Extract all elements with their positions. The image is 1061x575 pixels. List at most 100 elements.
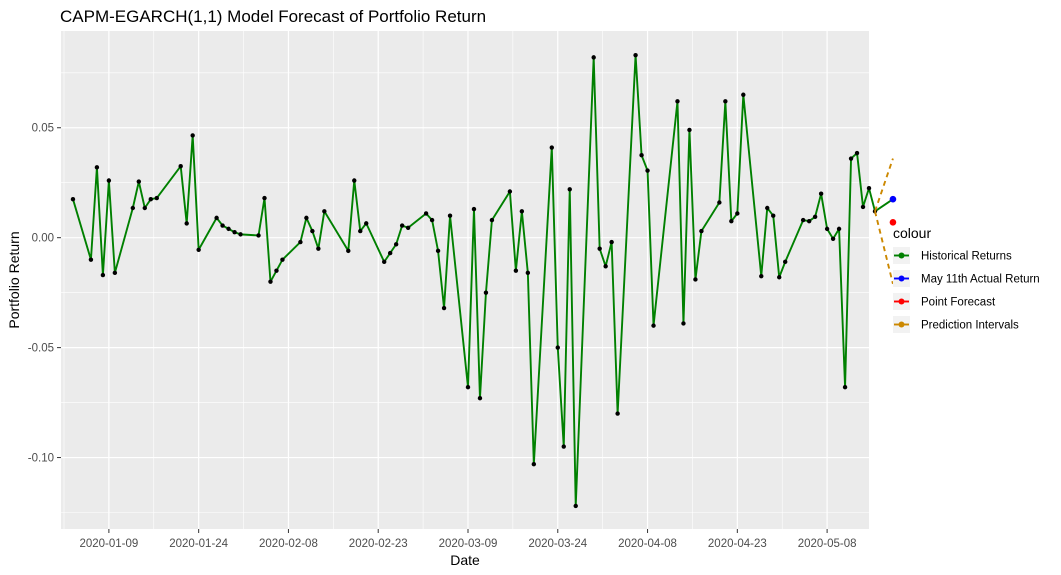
historical-return-point xyxy=(687,127,692,133)
historical-return-point xyxy=(268,279,273,284)
historical-return-point xyxy=(549,145,554,150)
x-tick-label: 2020-03-24 xyxy=(528,538,587,550)
historical-return-point xyxy=(352,178,357,183)
historical-return-point xyxy=(597,246,602,251)
historical-return-point xyxy=(651,323,656,328)
series-layer xyxy=(70,52,897,509)
historical-return-point xyxy=(154,195,159,201)
historical-return-point xyxy=(800,217,806,223)
historical-return-point xyxy=(639,153,644,158)
historical-return-point xyxy=(783,259,788,265)
historical-return-point xyxy=(591,55,596,60)
historical-return-point xyxy=(507,189,513,194)
historical-return-point xyxy=(70,196,76,202)
x-tick-label: 2020-04-23 xyxy=(708,538,767,550)
historical-return-point xyxy=(777,275,782,280)
x-tick-label: 2020-01-09 xyxy=(79,538,138,550)
historical-return-point xyxy=(435,248,441,254)
historical-return-point xyxy=(423,211,429,216)
historical-return-point xyxy=(567,187,572,192)
historical-return-point xyxy=(723,99,728,104)
grid-major xyxy=(61,31,869,529)
historical-return-point xyxy=(322,209,327,214)
historical-return-point xyxy=(836,226,842,232)
historical-return-point xyxy=(226,226,231,232)
historical-return-point xyxy=(531,461,537,467)
historical-return-point xyxy=(842,384,848,390)
prediction-interval-upper xyxy=(874,158,894,212)
historical-return-point xyxy=(346,248,351,254)
historical-return-point xyxy=(393,242,399,247)
historical-return-point xyxy=(609,239,614,245)
y-tick-label: -0.05 xyxy=(28,343,54,355)
historical-return-point xyxy=(94,165,100,170)
historical-return-point xyxy=(220,223,225,228)
historical-return-point xyxy=(477,395,483,401)
historical-return-point xyxy=(382,259,387,265)
historical-return-point xyxy=(860,204,866,210)
x-tick-label: 2020-02-08 xyxy=(259,538,318,550)
historical-return-point xyxy=(603,264,608,269)
historical-return-point xyxy=(358,228,363,234)
historical-return-point xyxy=(806,218,812,224)
historical-return-point xyxy=(298,239,303,245)
historical-return-point xyxy=(232,229,237,235)
chart-title: CAPM-EGARCH(1,1) Model Forecast of Portf… xyxy=(60,7,486,26)
historical-return-point xyxy=(364,221,369,226)
historical-return-point xyxy=(615,411,620,416)
historical-return-point xyxy=(693,277,698,282)
legend: colour Historical Returns May 11th Actual… xyxy=(893,225,1040,333)
historical-return-point xyxy=(130,205,136,211)
historical-return-point xyxy=(633,52,638,58)
legend-key-marker xyxy=(898,298,905,305)
historical-return-point xyxy=(238,232,243,237)
historical-return-point xyxy=(112,270,118,276)
x-axis-title: Date xyxy=(450,552,480,568)
historical-return-point xyxy=(717,200,722,205)
historical-return-point xyxy=(214,215,219,221)
y-axis-title: Portfolio Return xyxy=(6,231,22,328)
historical-return-point xyxy=(316,246,321,251)
historical-return-point xyxy=(280,257,285,262)
historical-return-point xyxy=(196,247,201,252)
historical-return-point xyxy=(148,196,153,202)
historical-return-point xyxy=(441,305,447,311)
historical-return-point xyxy=(387,250,393,256)
historical-return-point xyxy=(765,205,770,211)
historical-return-point xyxy=(681,321,686,326)
historical-return-point xyxy=(513,268,519,273)
historical-return-point xyxy=(142,205,147,211)
x-tick-label: 2020-05-08 xyxy=(798,538,857,550)
historical-return-point xyxy=(830,236,836,241)
prediction-interval-lower xyxy=(874,211,894,285)
historical-return-point xyxy=(759,273,764,279)
historical-return-point xyxy=(190,133,195,138)
historical-return-point xyxy=(675,99,680,104)
historical-return-point xyxy=(184,221,189,226)
historical-return-point xyxy=(100,272,106,278)
legend-label: Prediction Intervals xyxy=(921,320,1019,332)
historical-return-point xyxy=(471,206,477,212)
historical-return-point xyxy=(645,168,650,173)
y-tick-label: 0.05 xyxy=(32,123,54,135)
historical-return-point xyxy=(525,270,531,276)
historical-return-point xyxy=(489,217,495,223)
y-tick-label: 0.00 xyxy=(32,233,54,245)
historical-return-point xyxy=(741,92,746,97)
historical-return-point xyxy=(555,345,560,350)
plot-panel xyxy=(61,31,869,529)
historical-return-point xyxy=(405,225,411,230)
historical-return-point xyxy=(519,209,525,214)
historical-return-point xyxy=(573,503,578,509)
historical-return-point xyxy=(429,217,435,223)
y-axis: -0.10 -0.05 0.00 0.05 xyxy=(28,123,61,465)
historical-return-point xyxy=(735,211,740,216)
historical-return-point xyxy=(483,290,489,295)
x-tick-label: 2020-02-23 xyxy=(349,538,408,550)
legend-label: Point Forecast xyxy=(921,297,996,309)
historical-return-point xyxy=(256,233,261,238)
historical-return-point xyxy=(399,223,405,228)
legend-key-marker xyxy=(898,321,905,328)
historical-return-point xyxy=(771,213,776,218)
